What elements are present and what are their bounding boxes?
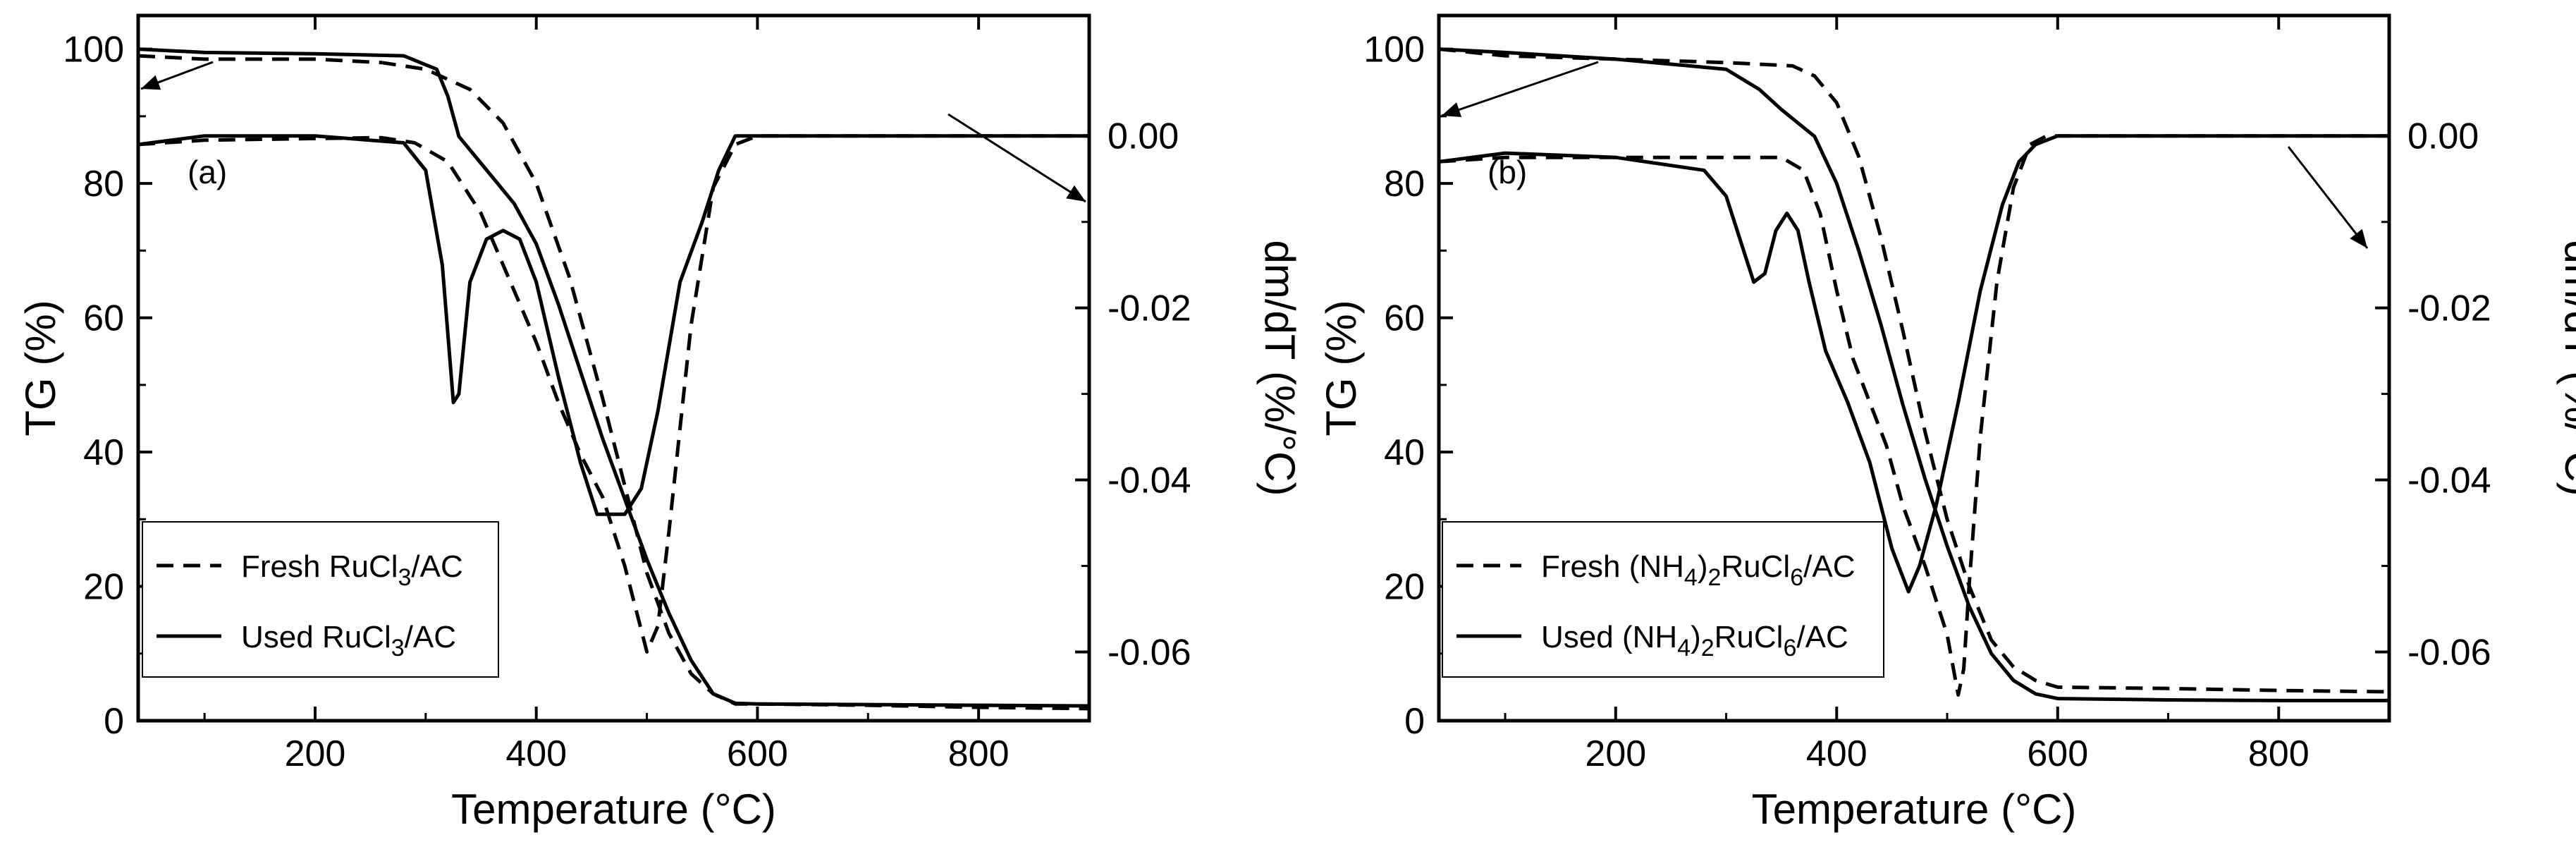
x-axis-label-text: Temperature ( (1752, 786, 2015, 833)
legend-label-suffix: /AC (411, 549, 462, 584)
x-tick-label: 200 (285, 733, 346, 774)
panel-a: 200 400 600 800 0 20 40 60 80 100 0.00 -0.02 -0.04 -0… (17, 13, 1304, 833)
panel-b: 200 400 600 800 0 20 40 60 80 100 0.00 -0.02 -0.04 -0… (1318, 13, 2576, 833)
x-tick-label: 600 (2027, 733, 2088, 774)
legend-box (1442, 521, 1884, 678)
legend-label-mid: RuCl (1715, 620, 1784, 654)
legend-label-subscript: 6 (1790, 564, 1803, 591)
y-tick-label: 80 (1384, 164, 1425, 205)
left-axis-arrow-head (1442, 102, 1462, 117)
y-tick-label: 40 (1384, 432, 1425, 473)
y-tick-label: 100 (1363, 30, 1425, 71)
legend-box (142, 521, 499, 678)
y2-tick-label: -0.02 (2408, 288, 2491, 329)
legend-label: Used (NH4)2RuCl6/AC (1541, 620, 1848, 661)
right-axis-arrow (947, 113, 1086, 203)
plot-frame (1437, 13, 2391, 723)
legend-label-prefix: Used (NH (1541, 620, 1677, 654)
legend-label-mid: ) (1698, 549, 1708, 584)
x-tick-label: 400 (1806, 733, 1867, 774)
y2-tick-label: -0.04 (2408, 460, 2491, 501)
y2-tick-label: 0.00 (2408, 116, 2479, 157)
x-axis-label: Temperature (°C) (451, 786, 776, 833)
y2-tick-label: -0.04 (1108, 460, 1191, 501)
series-line-fresh-nh4-2rucl6-ac-dtg (1438, 134, 2389, 697)
x-axis-label: Temperature (°C) (1752, 786, 2077, 833)
legend-label-subscript: 6 (1783, 635, 1796, 661)
y2-tick-label: -0.02 (1108, 288, 1191, 329)
legend-label-subscript: 3 (391, 635, 405, 661)
x-tick-label: 200 (1585, 733, 1646, 774)
left-axis-arrow-head (141, 75, 161, 90)
legend-label-prefix: Fresh RuCl (241, 549, 398, 584)
legend-label-suffix: /AC (1803, 549, 1855, 584)
right-axis-arrow-head (1066, 185, 1086, 202)
series-line-used-nh4-2rucl6-ac-tg (1438, 47, 2389, 702)
y-tick-label: 0 (104, 701, 124, 742)
x-axis-label-unit: °C (2015, 786, 2062, 833)
series-line-fresh-rucl3-ac-dtg (137, 134, 1089, 654)
legend-label: Used RuCl3/AC (241, 620, 456, 661)
x-axis-label-close: ) (762, 786, 776, 833)
y-axis-label: TG (%) (17, 300, 64, 436)
left-axis-arrow (1441, 61, 1599, 117)
x-tick-label: 600 (727, 733, 788, 774)
legend-label-subscript: 2 (1707, 564, 1721, 591)
legend-label-prefix: Fresh (NH (1541, 549, 1684, 584)
legend-label-mid: RuCl (1721, 549, 1790, 584)
y2-axis-label: dm/dT (%/°C) (1256, 240, 1304, 496)
x-tick-label: 800 (2248, 733, 2310, 774)
y-tick-label: 100 (63, 30, 124, 71)
right-axis-arrow-head (2350, 228, 2367, 248)
x-axis-label-close: ) (2062, 786, 2076, 833)
y-tick-label: 20 (83, 567, 124, 608)
y-tick-label: 60 (83, 298, 124, 339)
y-tick-label: 60 (1384, 298, 1425, 339)
series-line-fresh-nh4-2rucl6-ac-tg (1438, 47, 2390, 694)
y2-tick-label: 0.00 (1108, 116, 1179, 157)
y2-axis-label: dm/dT (%/°C) (2556, 240, 2576, 496)
series-line-used-rucl3-ac-tg (137, 47, 1090, 708)
legend-label-suffix: /AC (405, 620, 456, 654)
series-line-used-rucl3-ac-dtg (137, 134, 1089, 516)
legend-label: Fresh (NH4)2RuCl6/AC (1541, 549, 1855, 591)
x-tick-label: 800 (948, 733, 1010, 774)
right-axis-arrow (2287, 146, 2369, 249)
x-tick-label: 400 (505, 733, 567, 774)
plot-frame (136, 13, 1091, 723)
y-tick-label: 40 (83, 432, 124, 473)
y-tick-label: 80 (83, 164, 124, 205)
series-line-used-nh4-2rucl6-ac-dtg (1438, 134, 2389, 594)
x-axis-label-unit: °C (715, 786, 762, 833)
legend-label: Fresh RuCl3/AC (241, 549, 463, 591)
legend-label-mid: ) (1691, 620, 1701, 654)
legend-label-prefix: Used RuCl (241, 620, 391, 654)
y-axis-label: TG (%) (1318, 300, 1365, 436)
legend-label-subscript: 4 (1677, 635, 1691, 661)
y2-tick-label: -0.06 (2408, 632, 2491, 673)
y-tick-label: 0 (1404, 701, 1425, 742)
legend-label-subscript: 4 (1684, 564, 1698, 591)
y-tick-label: 20 (1384, 567, 1425, 608)
legend-label-subscript: 2 (1701, 635, 1715, 661)
legend-label-suffix: /AC (1796, 620, 1848, 654)
x-axis-label-text: Temperature ( (451, 786, 714, 833)
legend-label-subscript: 3 (398, 564, 412, 591)
series-line-fresh-rucl3-ac-tg (137, 54, 1090, 711)
panel-label: (a) (188, 154, 227, 190)
y2-tick-label: -0.06 (1108, 632, 1191, 673)
